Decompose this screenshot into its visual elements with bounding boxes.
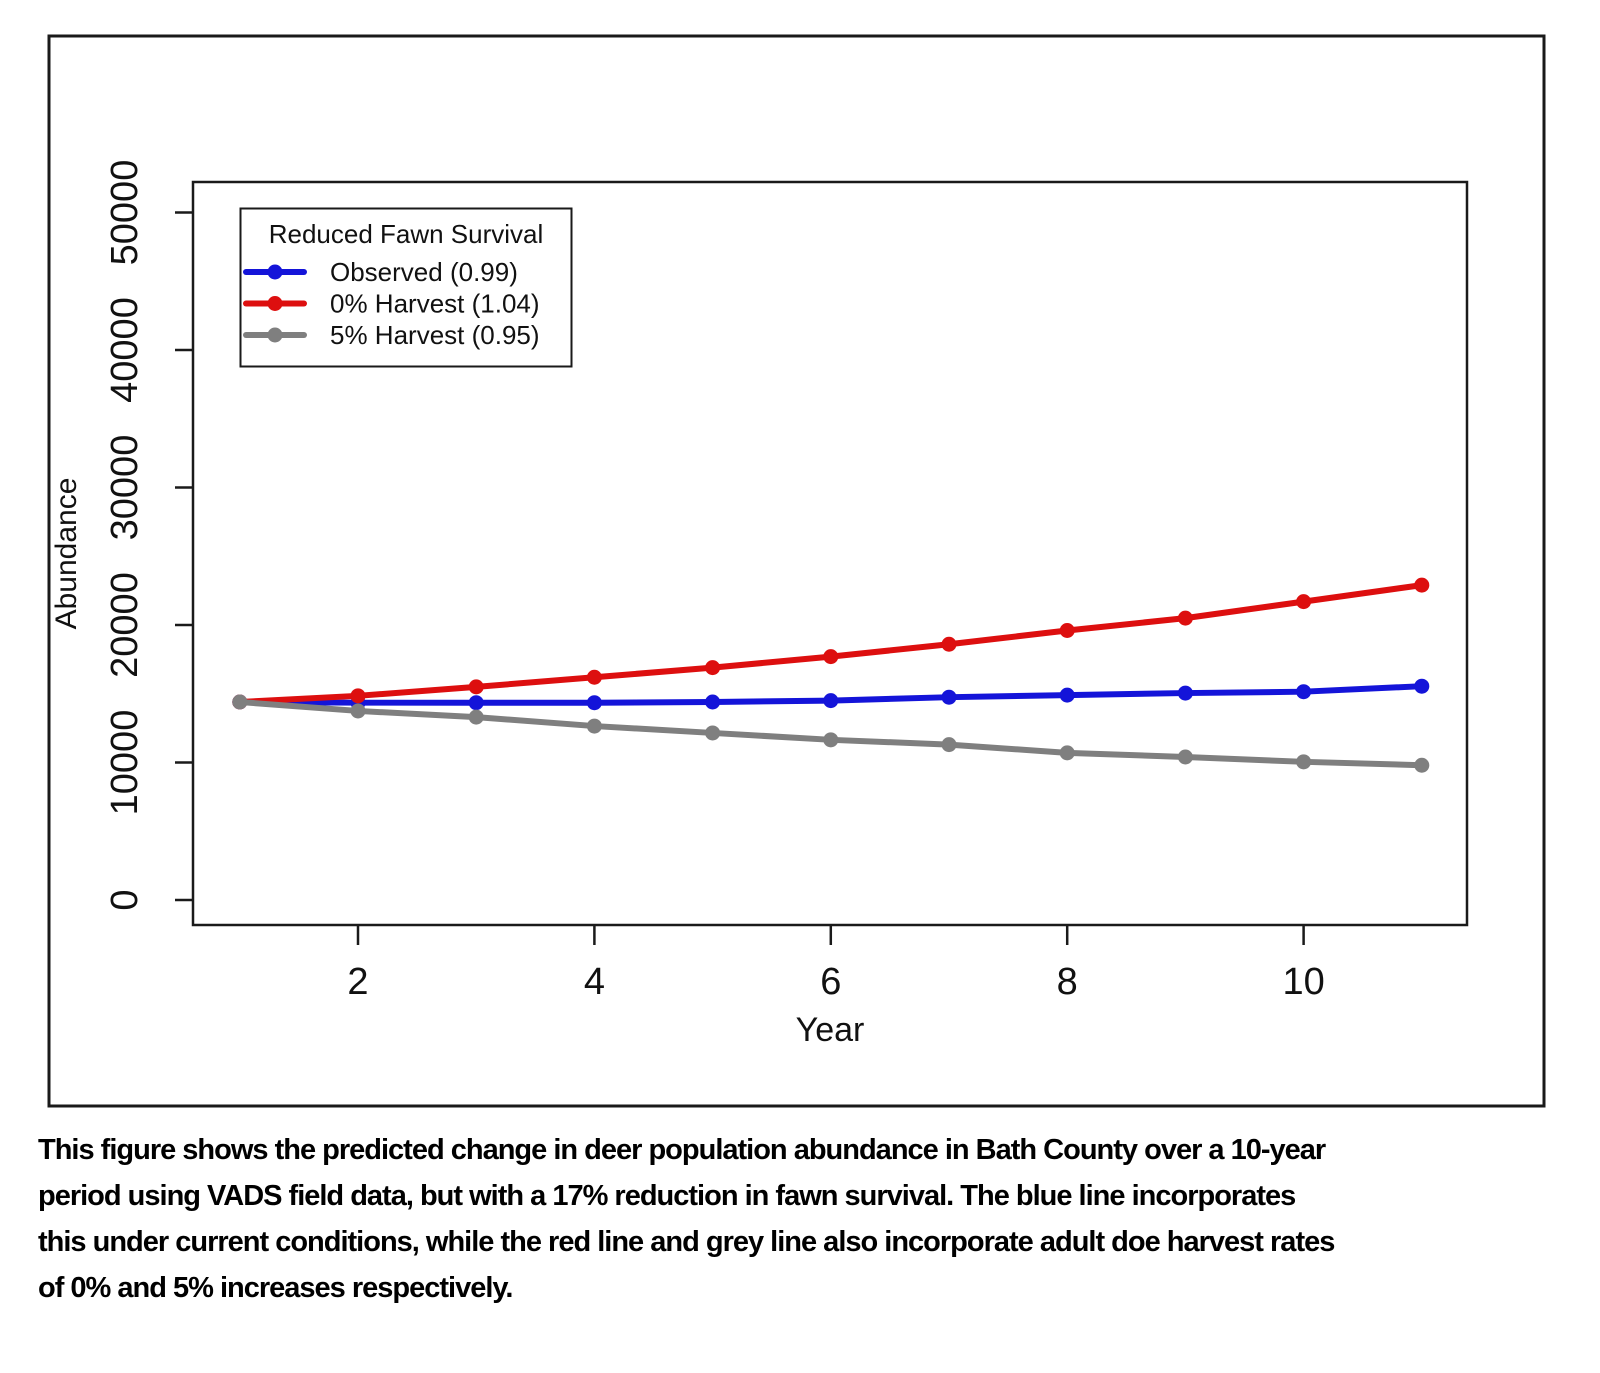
series-point-2	[1414, 757, 1430, 773]
series-point-2	[468, 709, 484, 725]
series-point-2	[823, 732, 839, 748]
x-tick-label: 8	[1057, 961, 1078, 1003]
series-point-0	[941, 689, 957, 705]
series-point-0	[468, 695, 484, 711]
figure-border	[47, 34, 1546, 1108]
legend-box	[239, 207, 573, 368]
y-tick-label: 20000	[104, 572, 146, 678]
series-point-0	[1059, 687, 1075, 703]
series-point-0	[586, 695, 602, 711]
series-point-1	[586, 669, 602, 685]
series-point-1	[1414, 577, 1430, 593]
y-tick-label: 30000	[104, 435, 146, 541]
series-point-2	[350, 703, 366, 719]
series-point-0	[1177, 685, 1193, 701]
series-point-1	[705, 660, 721, 676]
x-tick-label: 4	[584, 961, 605, 1003]
series-point-2	[705, 725, 721, 741]
series-point-1	[1296, 594, 1312, 610]
y-tick-label: 40000	[104, 297, 146, 403]
legend-label-1: 0% Harvest (1.04)	[330, 289, 540, 319]
series-point-1	[468, 679, 484, 695]
series-point-2	[1296, 754, 1312, 770]
series-point-0	[1414, 678, 1430, 694]
legend-swatch-point-1	[267, 296, 283, 311]
y-tick-label: 0	[104, 889, 146, 910]
legend-label-0: Observed (0.99)	[330, 257, 518, 287]
x-tick-label: 10	[1282, 961, 1324, 1003]
series-point-1	[1177, 610, 1193, 626]
x-axis-title: Year	[796, 1011, 865, 1049]
x-tick-label: 2	[347, 961, 368, 1003]
x-tick-label: 6	[820, 961, 841, 1003]
series-point-1	[350, 688, 366, 704]
series-point-2	[1059, 745, 1075, 761]
series-point-1	[941, 636, 957, 652]
series-point-0	[823, 693, 839, 709]
series-point-2	[232, 694, 248, 710]
y-tick-label: 10000	[104, 710, 146, 816]
series-point-1	[1059, 623, 1075, 638]
series-point-1	[823, 649, 839, 665]
legend-swatch-point-2	[267, 327, 283, 343]
legend-label-2: 5% Harvest (0.95)	[330, 320, 540, 350]
series-point-2	[1177, 749, 1193, 765]
legend-title: Reduced Fawn Survival	[269, 219, 544, 249]
series-point-2	[586, 718, 602, 734]
series-point-2	[941, 737, 957, 753]
y-tick-label: 50000	[104, 160, 146, 266]
series-point-0	[705, 694, 721, 710]
series-point-0	[1296, 684, 1312, 700]
deer-abundance-chart: 0 10000 20000 30000 40000 50000 2 4 6 8 10 Year Abun…	[47, 34, 1546, 1108]
y-axis-title: Abundance	[50, 478, 83, 630]
legend-swatch-point-0	[267, 264, 283, 280]
figure-caption: This figure shows the predicted change i…	[38, 1134, 1335, 1304]
